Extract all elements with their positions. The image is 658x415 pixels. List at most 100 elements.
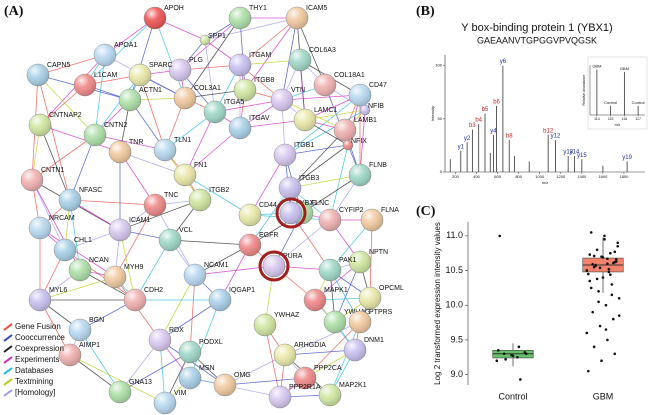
node-shine [209, 289, 231, 311]
node-shine [69, 259, 91, 281]
edge [119, 229, 136, 301]
node-shine [239, 204, 261, 226]
node-shine [239, 234, 261, 256]
node-label: NCAN [89, 257, 109, 264]
edge [39, 227, 116, 278]
point [598, 324, 602, 328]
bar-label: Control [604, 100, 617, 105]
x-axis-label: m/z [615, 123, 621, 127]
point [585, 269, 589, 272]
edge [244, 17, 298, 91]
node-label: NRCAM [49, 215, 75, 222]
legend-swatch [3, 356, 13, 364]
peak-label: b4 [475, 118, 482, 124]
legend-swatch [3, 367, 13, 375]
legend-swatch [3, 323, 13, 331]
point [604, 303, 608, 307]
y-axis-label: Log 2 transformed expression intensity v… [433, 222, 442, 385]
node-shine [29, 289, 51, 311]
node-shine [294, 367, 316, 389]
edge [281, 94, 361, 101]
node-shine [69, 319, 91, 341]
point [592, 345, 596, 349]
point [600, 359, 603, 363]
edge [39, 124, 71, 201]
point [617, 296, 621, 300]
node-shine [314, 74, 336, 96]
node-shine [29, 114, 51, 136]
node-shine [124, 289, 146, 311]
edge [214, 99, 283, 113]
point [594, 264, 597, 267]
node-shine [334, 119, 356, 141]
edge [239, 17, 246, 91]
node-shine [344, 339, 366, 361]
edge [329, 144, 349, 221]
point [585, 331, 589, 335]
edge [329, 321, 361, 396]
point [517, 345, 521, 349]
y-tick-label: 9.0 [450, 369, 463, 379]
point [519, 378, 522, 381]
point [595, 277, 599, 281]
node-shine [271, 89, 293, 111]
y-tick-label: 10.0 [445, 300, 463, 310]
legend-swatch [3, 389, 13, 397]
edge [184, 111, 216, 176]
point [598, 266, 602, 270]
node-label: MSN [199, 365, 215, 372]
point [496, 349, 500, 352]
highlight-ring [258, 250, 290, 282]
node-shine [174, 87, 196, 109]
node-shine [319, 209, 341, 231]
point [524, 352, 528, 356]
node-shine [179, 367, 201, 389]
node-label: COL18A1 [334, 72, 365, 79]
node-label: PLG [189, 57, 203, 64]
node-shine [169, 59, 191, 81]
legend-label: Cooccurrence [15, 333, 65, 342]
point [502, 352, 506, 356]
node-label: SPP1 [208, 33, 226, 40]
edge [296, 17, 326, 86]
edge [39, 124, 121, 153]
highlight-ring [275, 197, 307, 229]
edge [184, 127, 241, 176]
legend-swatch [3, 345, 13, 353]
node-shine [179, 341, 201, 363]
node-shine [360, 105, 370, 115]
node-label: APOH [164, 5, 184, 12]
edge [119, 351, 191, 393]
point [601, 256, 605, 259]
node-label: TLN1 [174, 137, 191, 144]
x-tick-label: 117 [635, 117, 641, 121]
node-label: BGN [89, 317, 104, 324]
point [504, 358, 507, 361]
node-label: MAPK1 [324, 287, 348, 294]
point [606, 338, 609, 342]
peak-label: b12 [543, 128, 554, 134]
node-shine [109, 141, 131, 163]
node-shine [286, 7, 308, 29]
edge [159, 274, 196, 341]
edge [273, 219, 331, 267]
node-label: LAMB1 [354, 117, 377, 124]
edge [224, 377, 306, 386]
node-label: NFIX [351, 138, 367, 145]
edge [204, 17, 298, 41]
node-shine [304, 289, 326, 311]
point [498, 234, 502, 238]
edge [37, 74, 71, 201]
node-label: PAK1 [339, 257, 356, 264]
node-label: PPP2CA [314, 365, 342, 372]
edge [94, 134, 166, 151]
edge [204, 39, 216, 113]
peak-label: y4 [490, 128, 497, 134]
node-label: SPARC [149, 62, 173, 69]
point [612, 261, 615, 265]
edge [284, 349, 356, 356]
x-tick-label: 1800 [619, 174, 629, 179]
node-label: FLNA [381, 207, 399, 214]
node-label: RDX [169, 327, 184, 334]
edge [114, 204, 156, 278]
